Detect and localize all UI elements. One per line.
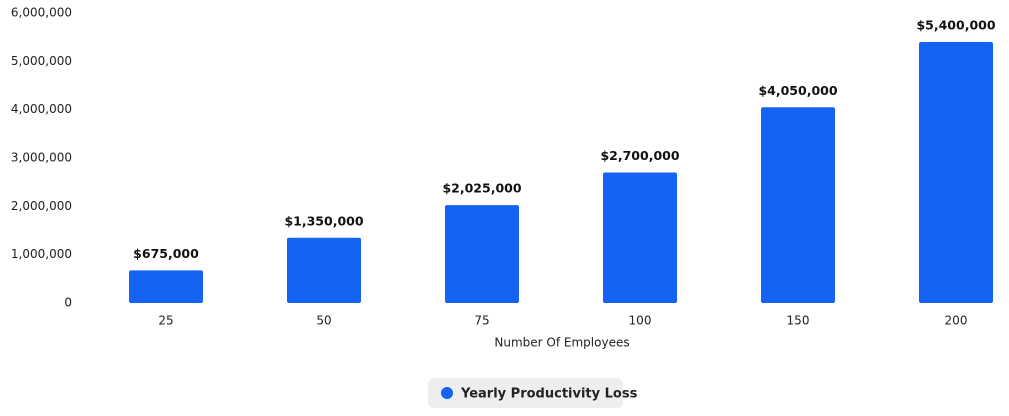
value-label: $2,025,000 [442, 181, 521, 196]
bar [287, 237, 361, 303]
bar [761, 107, 835, 303]
value-label: $1,350,000 [284, 213, 363, 228]
x-tick-label: 100 [629, 314, 652, 328]
value-label: $5,400,000 [916, 18, 995, 33]
legend-box [428, 378, 623, 408]
y-tick-label: 1,000,000 [11, 247, 72, 261]
y-tick-label: 5,000,000 [11, 54, 72, 68]
bar [129, 270, 203, 303]
legend-label: Yearly Productivity Loss [460, 387, 638, 402]
value-label: $675,000 [133, 246, 199, 261]
x-tick-label: 25 [158, 314, 173, 328]
y-tick-label: 0 [64, 296, 72, 310]
y-tick-label: 2,000,000 [11, 199, 72, 213]
value-label: $2,700,000 [600, 148, 679, 163]
x-axis-title: Number Of Employees [494, 336, 629, 350]
value-label: $4,050,000 [758, 83, 837, 98]
y-tick-label: 4,000,000 [11, 102, 72, 116]
bar [919, 42, 993, 303]
bar [603, 172, 677, 303]
x-tick-label: 75 [474, 314, 489, 328]
y-tick-label: 3,000,000 [11, 151, 72, 165]
x-tick-label: 50 [316, 314, 331, 328]
bar [445, 205, 519, 303]
x-tick-label: 200 [945, 314, 968, 328]
legend-swatch [441, 387, 453, 399]
x-tick-label: 150 [787, 314, 810, 328]
y-tick-label: 6,000,000 [11, 6, 72, 20]
